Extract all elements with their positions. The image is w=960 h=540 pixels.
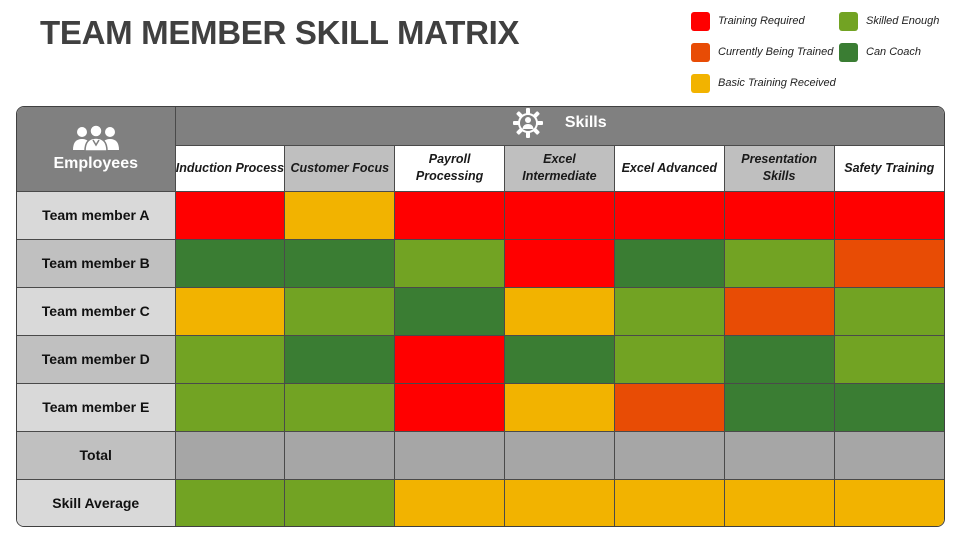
people-icon — [72, 124, 119, 151]
skill-level-cell — [833, 286, 944, 336]
table-row: Team member A — [17, 190, 944, 240]
dark-green-square-icon — [839, 42, 858, 62]
table-row: Team member B — [17, 238, 944, 288]
skill-level-cell — [174, 478, 286, 526]
legend: Training Required Currently Being Traine… — [0, 0, 960, 100]
skill-level-cell — [174, 382, 286, 432]
skill-level-cell — [723, 478, 835, 526]
skill-column-header: Payroll Processing — [394, 144, 506, 192]
legend-label: Can Coach — [866, 46, 922, 58]
skill-level-cell — [504, 430, 615, 480]
employees-header-label: Employees — [53, 154, 138, 172]
skill-level-cell — [613, 334, 725, 384]
skill-level-cell — [723, 430, 835, 480]
skill-level-cell — [394, 334, 506, 384]
skill-level-cell — [504, 478, 615, 526]
skill-level-cell — [394, 382, 506, 432]
skill-level-cell — [833, 478, 944, 526]
legend-label: Skilled Enough — [866, 15, 940, 27]
yellow-square-icon — [691, 73, 710, 93]
skill-level-cell — [723, 238, 835, 288]
skill-level-cell — [504, 238, 615, 288]
skill-level-cell — [284, 238, 396, 288]
legend-label: Training Required — [718, 15, 805, 27]
skill-level-cell — [613, 286, 725, 336]
page-title: TEAM MEMBER SKILL MATRIX — [40, 14, 520, 51]
skill-level-cell — [284, 382, 396, 432]
skill-level-cell — [394, 286, 506, 336]
table-row: Team member E — [17, 382, 944, 432]
skill-level-cell — [504, 382, 615, 432]
row-label: Total — [17, 430, 176, 480]
skill-level-cell — [394, 430, 506, 480]
skill-column-header: Excel Advanced — [613, 144, 725, 192]
table-row: Team member D — [17, 334, 944, 384]
skills-header-label: Skills — [564, 114, 607, 132]
skill-column-header: Excel Intermediate — [504, 144, 615, 192]
legend-item-training-required: Training Required — [691, 11, 805, 31]
skill-level-cell — [174, 430, 286, 480]
skill-level-cell — [613, 430, 725, 480]
table-row: Total — [17, 430, 944, 480]
skill-level-cell — [613, 382, 725, 432]
skill-level-cell — [833, 430, 944, 480]
legend-item-currently-being-trained: Currently Being Trained — [691, 42, 833, 62]
legend-item-basic-training-received: Basic Training Received — [691, 73, 836, 93]
skill-level-cell — [613, 478, 725, 526]
orange-square-icon — [691, 42, 710, 62]
legend-label: Currently Being Trained — [718, 46, 834, 58]
light-green-square-icon — [839, 11, 858, 31]
skill-column-header: Presentation Skills — [723, 144, 835, 192]
skill-level-cell — [394, 238, 506, 288]
gear-person-icon — [512, 108, 543, 139]
skill-level-cell — [174, 286, 286, 336]
skill-level-cell — [723, 286, 835, 336]
skill-level-cell — [394, 190, 506, 240]
skill-level-cell — [284, 430, 396, 480]
table-row: Team member C — [17, 286, 944, 336]
skill-level-cell — [284, 286, 396, 336]
skill-level-cell — [833, 238, 944, 288]
skill-level-cell — [284, 334, 396, 384]
skill-level-cell — [394, 478, 506, 526]
skill-column-header: Induction Process — [174, 144, 286, 192]
skill-level-cell — [833, 382, 944, 432]
skill-level-cell — [174, 238, 286, 288]
row-label: Skill Average — [17, 478, 176, 526]
skill-level-cell — [833, 334, 944, 384]
skill-level-cell — [504, 286, 615, 336]
matrix-grid: Employees — [17, 107, 944, 526]
row-label: Team member B — [17, 238, 176, 288]
skill-level-cell — [504, 334, 615, 384]
red-square-icon — [691, 11, 710, 31]
row-label: Team member C — [17, 286, 176, 336]
skill-header-row: Induction Process Customer Focus Payroll P… — [17, 144, 944, 192]
skill-level-cell — [833, 190, 944, 240]
row-label: Team member A — [17, 190, 176, 240]
skill-level-cell — [174, 190, 286, 240]
skill-level-cell — [723, 334, 835, 384]
skills-header: Skills — [174, 107, 944, 146]
skill-level-cell — [504, 190, 615, 240]
legend-item-skilled-enough: Skilled Enough — [839, 11, 939, 31]
legend-item-can-coach: Can Coach — [839, 42, 921, 62]
row-label: Team member D — [17, 334, 176, 384]
skill-level-cell — [284, 190, 396, 240]
skill-level-cell — [284, 478, 396, 526]
employees-header: Employees — [17, 107, 176, 192]
skill-level-cell — [613, 238, 725, 288]
skill-level-cell — [723, 382, 835, 432]
skill-level-cell — [613, 190, 725, 240]
skill-matrix-table: Employees — [16, 106, 945, 527]
skill-level-cell — [174, 334, 286, 384]
skill-column-header: Safety Training — [833, 144, 944, 192]
table-row: Skill Average — [17, 478, 944, 526]
row-label: Team member E — [17, 382, 176, 432]
skill-column-header: Customer Focus — [284, 144, 396, 192]
legend-label: Basic Training Received — [718, 77, 836, 89]
skill-level-cell — [723, 190, 835, 240]
